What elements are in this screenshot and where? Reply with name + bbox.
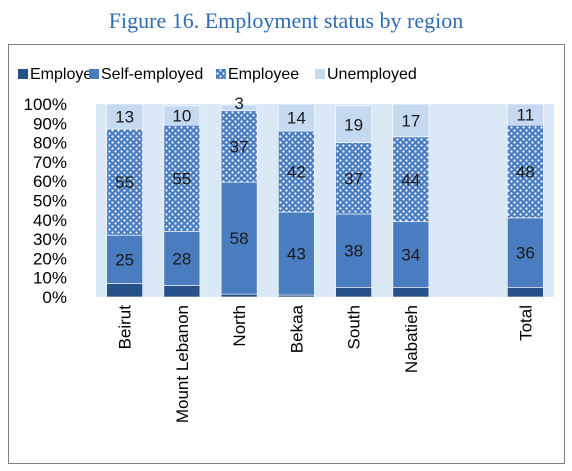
data-label: 48: [516, 163, 535, 182]
data-label: 38: [344, 242, 363, 261]
bar-segment: [335, 142, 372, 215]
data-label: 10: [172, 107, 191, 126]
y-tick-label: 40%: [33, 211, 67, 230]
y-tick-label: 60%: [33, 172, 67, 191]
data-label: 11: [517, 106, 535, 125]
y-tick-label: 0%: [42, 288, 67, 307]
data-label: 58: [230, 229, 249, 248]
y-tick-label: 70%: [33, 153, 67, 172]
bar-segment: [335, 105, 372, 143]
bar-segment: [507, 103, 544, 126]
x-tick-label: Mount Lebanon: [173, 305, 192, 423]
data-label: 14: [287, 109, 306, 128]
data-label: 19: [344, 115, 363, 134]
legend-swatch-3: [216, 69, 226, 79]
data-label: 55: [115, 173, 134, 192]
y-tick-label: 100%: [24, 95, 67, 114]
bar-segment: [106, 103, 143, 130]
x-tick-label: Total: [516, 305, 535, 341]
chart-title: Figure 16. Employment status by region: [108, 8, 464, 33]
bar-segment: [220, 181, 258, 295]
data-label: 37: [230, 137, 249, 156]
bar-segment: [163, 285, 201, 298]
legend-swatch-1: [18, 69, 28, 79]
y-tick-label: 90%: [33, 114, 67, 133]
data-label: 43: [287, 245, 306, 264]
legend-label-3: Employee: [228, 66, 299, 83]
bar-segment: [392, 136, 430, 223]
chart-frame: Employer Self-employed Employee Unemployed …: [8, 44, 565, 464]
bar-segment: [278, 211, 315, 296]
data-label: 37: [344, 169, 363, 188]
y-tick-label: 10%: [33, 269, 67, 288]
data-label: 17: [401, 111, 420, 130]
x-axis: Beirut Mount Lebanon North Bekaa South Nabati…: [116, 304, 536, 423]
x-tick-label: Bekaa: [287, 304, 306, 353]
bar-segment: [507, 287, 544, 298]
bar-segment: [163, 124, 201, 232]
data-label: 36: [516, 244, 535, 263]
bar-segment: [392, 221, 430, 288]
legend-swatch-2: [89, 69, 99, 79]
data-label: 42: [287, 163, 306, 182]
bar-segment: [163, 105, 201, 126]
x-tick-label: Nabatieh: [402, 305, 421, 373]
bar-segment: [278, 103, 315, 132]
bar-segment: [220, 110, 258, 183]
legend-label-1: Employer: [30, 66, 98, 83]
data-label: 28: [172, 249, 191, 268]
bars-group: 25 55 13 28 55 10 58 37 3 43 42 14 38 37 19 34 44 17 36 48 1…: [106, 94, 544, 298]
bar-segment: [507, 124, 544, 219]
y-tick-label: 50%: [33, 192, 67, 211]
bar-segment: [106, 283, 143, 298]
y-tick-label: 80%: [33, 134, 67, 153]
bar-segment: [220, 293, 258, 298]
data-label: 3: [234, 94, 243, 113]
x-tick-label: Beirut: [116, 305, 135, 350]
x-tick-label: North: [230, 305, 249, 347]
data-label: 34: [401, 246, 420, 265]
y-tick-label: 30%: [33, 230, 67, 249]
bar-segment: [106, 128, 143, 236]
bar-segment: [163, 231, 201, 286]
bar-segment: [335, 287, 372, 298]
y-tick-label: 20%: [33, 249, 67, 268]
bar-segment: [335, 213, 372, 288]
legend: Employer Self-employed Employee Unemployed: [18, 66, 417, 83]
bar-segment: [392, 103, 430, 138]
bar-segment: [392, 287, 430, 298]
bar-segment: [220, 104, 258, 112]
stacked-bar-chart: Employer Self-employed Employee Unemployed …: [18, 66, 554, 423]
legend-label-4: Unemployed: [327, 66, 417, 83]
legend-label-2: Self-employed: [101, 66, 203, 83]
data-label: 13: [115, 108, 134, 127]
data-label: 44: [401, 170, 420, 189]
bar-segment: [106, 234, 143, 284]
data-label: 55: [172, 169, 191, 188]
bar-segment: [278, 130, 315, 213]
legend-swatch-4: [315, 69, 325, 79]
x-tick-label: South: [345, 305, 364, 349]
y-axis: 0%10%20%30%40%50%60%70%80%90%100%: [24, 95, 67, 307]
data-label: 25: [115, 250, 134, 269]
